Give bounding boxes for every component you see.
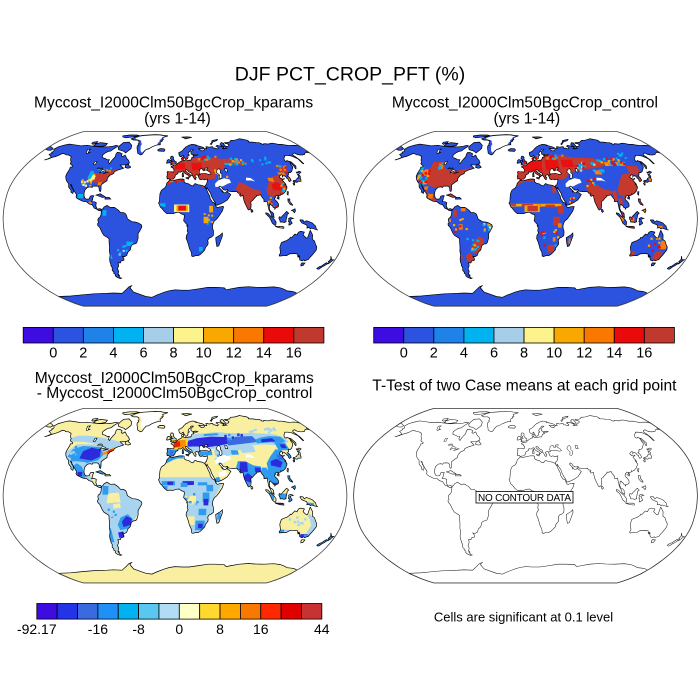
svg-text:44: 44	[314, 621, 330, 637]
svg-text:Myccost_I2000Clm50BgcCrop_kpar: Myccost_I2000Clm50BgcCrop_kparams	[34, 95, 313, 112]
svg-text:8: 8	[216, 621, 224, 637]
svg-text:-92.17: -92.17	[17, 621, 57, 637]
svg-text:14: 14	[256, 345, 272, 361]
svg-text:T-Test of two Case means at ea: T-Test of two Case means at each grid po…	[372, 378, 677, 395]
svg-text:0: 0	[49, 345, 57, 361]
svg-text:4: 4	[109, 345, 117, 361]
svg-text:8: 8	[520, 345, 528, 361]
svg-text:16: 16	[286, 345, 302, 361]
svg-text:-8: -8	[132, 621, 145, 637]
svg-text:DJF PCT_CROP_PFT (%): DJF PCT_CROP_PFT (%)	[235, 64, 465, 86]
svg-text:Myccost_I2000Clm50BgcCrop_kpar: Myccost_I2000Clm50BgcCrop_kparams	[35, 370, 314, 387]
svg-text:12: 12	[226, 345, 242, 361]
svg-text:-16: -16	[88, 621, 108, 637]
svg-text:(yrs 1-14): (yrs 1-14)	[493, 111, 560, 128]
svg-text:16: 16	[636, 345, 652, 361]
svg-text:2: 2	[79, 345, 87, 361]
svg-text:6: 6	[490, 345, 498, 361]
svg-text:6: 6	[139, 345, 147, 361]
svg-text:4: 4	[460, 345, 468, 361]
svg-text:14: 14	[606, 345, 622, 361]
svg-text:NO CONTOUR DATA: NO CONTOUR DATA	[478, 493, 571, 504]
svg-text:Myccost_I2000Clm50BgcCrop_cont: Myccost_I2000Clm50BgcCrop_control	[392, 95, 658, 112]
svg-text:12: 12	[576, 345, 592, 361]
svg-text:10: 10	[546, 345, 562, 361]
svg-text:0: 0	[400, 345, 408, 361]
svg-text:- Myccost_I2000Clm50BgcCrop_co: - Myccost_I2000Clm50BgcCrop_control	[37, 385, 313, 402]
svg-text:0: 0	[175, 621, 183, 637]
svg-text:Cells are significant at 0.1 l: Cells are significant at 0.1 level	[434, 609, 613, 624]
svg-text:16: 16	[253, 621, 269, 637]
svg-text:2: 2	[430, 345, 438, 361]
svg-text:10: 10	[196, 345, 212, 361]
svg-text:8: 8	[169, 345, 177, 361]
svg-text:(yrs 1-14): (yrs 1-14)	[144, 111, 211, 128]
